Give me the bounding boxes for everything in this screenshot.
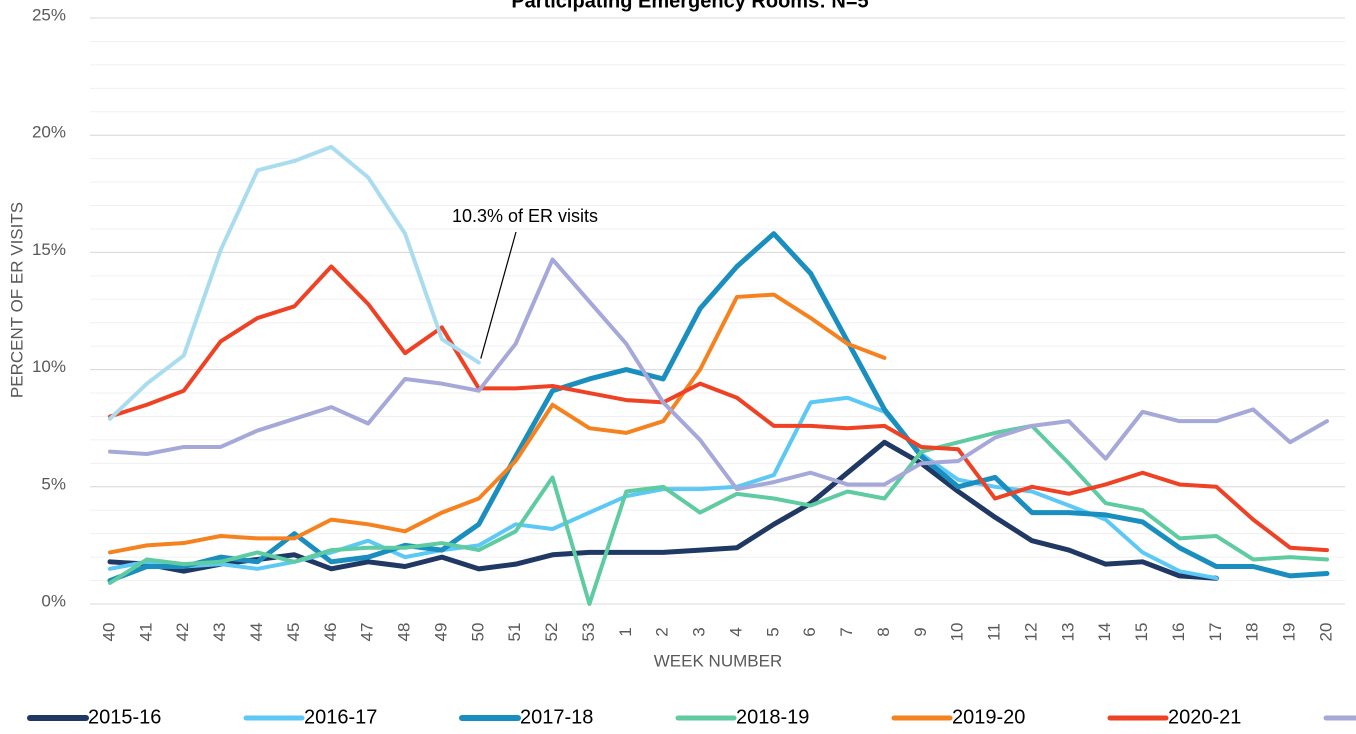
y-tick-label: 0% [41, 591, 66, 610]
x-tick-label: 14 [1095, 623, 1114, 642]
x-tick-label: 6 [800, 627, 819, 636]
x-tick-label: 44 [247, 623, 266, 642]
series-line [108, 423, 1329, 606]
x-tick-label: 2 [653, 627, 672, 636]
x-tick-label: 13 [1058, 623, 1077, 642]
x-tick-label: 1 [616, 627, 635, 636]
legend-label: 2019-20 [952, 706, 1025, 728]
annotation: 10.3% of ER visits [452, 206, 598, 226]
x-tick-label: 48 [395, 623, 414, 642]
y-tick-label: 25% [32, 5, 66, 24]
x-tick-label: 40 [99, 623, 118, 642]
series-line [108, 264, 1329, 553]
legend-label: 2018-19 [736, 706, 809, 728]
x-tick-label: 51 [505, 623, 524, 642]
x-tick-label: 11 [985, 623, 1004, 641]
x-tick-label: 52 [542, 623, 561, 642]
legend-label: 2020-21 [1168, 706, 1241, 728]
x-tick-label: 50 [468, 623, 487, 642]
x-tick-label: 10 [948, 623, 967, 642]
annotation-pointer [480, 231, 517, 359]
legend-label: 2016-17 [304, 706, 377, 728]
x-tick-label: 41 [136, 623, 155, 642]
x-tick-label: 42 [173, 623, 192, 642]
x-tick-label: 53 [579, 623, 598, 642]
x-tick-label: 16 [1169, 623, 1188, 642]
x-tick-label: 4 [726, 627, 745, 636]
x-tick-label: 49 [431, 623, 450, 642]
legend-label: 2015-16 [88, 706, 161, 728]
x-tick-label: 45 [284, 623, 303, 642]
x-tick-label: 7 [837, 627, 856, 636]
series-line [107, 231, 1330, 584]
x-tick-label: 9 [911, 627, 930, 636]
series-line [108, 257, 1329, 492]
x-tick-label: 46 [321, 623, 340, 642]
y-tick-label: 10% [32, 357, 66, 376]
series-line [108, 292, 887, 555]
x-tick-label: 20 [1316, 623, 1335, 642]
x-tick-label: 47 [358, 623, 377, 642]
series-line [107, 439, 1219, 581]
x-tick-label: 3 [690, 627, 709, 636]
y-tick-label: 5% [41, 474, 66, 493]
x-tick-label: 15 [1132, 623, 1151, 642]
x-tick-label: 12 [1021, 623, 1040, 642]
x-tick-label: 5 [763, 627, 782, 636]
x-tick-label: 8 [874, 627, 893, 636]
x-tick-label: 19 [1280, 623, 1299, 642]
y-tick-label: 20% [32, 123, 66, 142]
y-axis-title: PERCENT OF ER VISITS [7, 202, 26, 398]
x-tick-label: 43 [210, 623, 229, 642]
series-line [108, 144, 481, 421]
chart-title: Participating Emergency Rooms: N=5 [511, 0, 868, 12]
x-tick-label: 17 [1206, 623, 1225, 642]
x-axis-title: WEEK NUMBER [654, 651, 782, 670]
legend-label: 2017-18 [520, 706, 593, 728]
y-tick-label: 15% [32, 240, 66, 259]
grid [90, 17, 1345, 605]
x-tick-label: 18 [1243, 623, 1262, 642]
